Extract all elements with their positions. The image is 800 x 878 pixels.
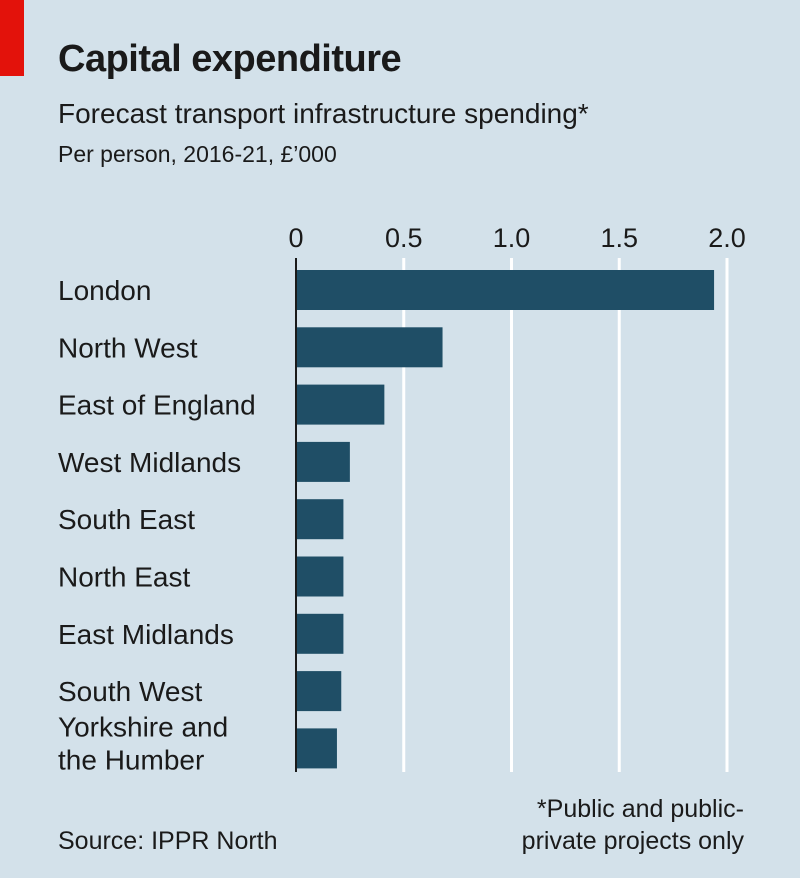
chart-title: Capital expenditure (58, 38, 402, 80)
chart-unit-label: Per person, 2016-21, £’000 (58, 141, 337, 167)
bar-north-west (296, 327, 443, 368)
category-label: West Midlands (58, 447, 241, 478)
category-label: East Midlands (58, 619, 234, 650)
bar-south-east (296, 499, 344, 540)
x-tick-label: 2.0 (708, 223, 746, 253)
bar-east-of-england (296, 384, 385, 425)
category-label: Yorkshire and the Humber (58, 711, 228, 775)
bar-north-east (296, 556, 344, 597)
category-label: London (58, 275, 151, 306)
x-tick-label: 1.5 (600, 223, 638, 253)
chart-subtitle: Forecast transport infrastructure spendi… (58, 98, 589, 129)
category-label: South West (58, 676, 202, 707)
category-label: East of England (58, 390, 256, 421)
source-note: Source: IPPR North (58, 827, 278, 855)
bar-yorkshire-and-the-humber (296, 728, 337, 769)
x-tick-label: 0.5 (385, 223, 423, 253)
category-label: North East (58, 562, 190, 593)
bar-south-west (296, 671, 342, 712)
footnote: *Public and public-private projects only (521, 795, 744, 855)
bar-west-midlands (296, 441, 350, 482)
bar-east-midlands (296, 613, 344, 654)
x-tick-label: 0 (288, 223, 303, 253)
category-label: South East (58, 504, 195, 535)
accent-tag (0, 0, 24, 76)
category-label: North West (58, 332, 198, 363)
x-tick-label: 1.0 (493, 223, 531, 253)
bar-london (296, 270, 715, 310)
